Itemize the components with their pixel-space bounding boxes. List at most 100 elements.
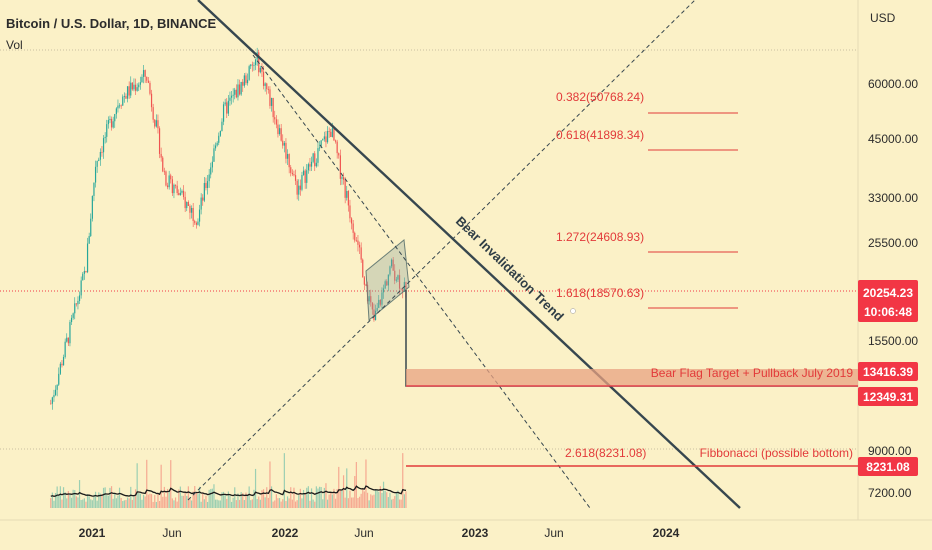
candle-body: [389, 266, 391, 275]
candle-body: [267, 89, 269, 90]
volume-bar: [205, 495, 207, 508]
volume-bar: [162, 496, 164, 508]
volume-bar: [131, 499, 133, 508]
volume-bar: [202, 492, 204, 508]
candle-body: [379, 299, 381, 305]
volume-bar: [310, 488, 313, 508]
volume-bar: [314, 501, 316, 508]
volume-bar: [318, 486, 321, 508]
volume-bar: [134, 489, 137, 508]
candle-body: [62, 356, 65, 366]
volume-bar: [70, 497, 73, 508]
volume-bar: [104, 487, 106, 508]
volume-bar: [349, 490, 351, 508]
candle-body: [104, 136, 106, 139]
volume-bar: [405, 491, 407, 508]
target-zone[interactable]: [406, 369, 858, 386]
volume-bar: [94, 491, 97, 508]
volume-bar: [109, 487, 111, 508]
volume-bar: [275, 494, 277, 508]
volume-bar: [58, 495, 60, 508]
volume-bar: [64, 492, 66, 508]
volume-bar: [83, 498, 85, 508]
candle-body: [392, 259, 394, 271]
volume-bar: [381, 492, 383, 508]
volume-bar: [376, 490, 378, 508]
candle-body: [350, 218, 353, 224]
chart-title[interactable]: Bitcoin / U.S. Dollar, 1D, BINANCE: [6, 16, 217, 31]
candle-body: [242, 81, 244, 86]
volume-bar: [235, 500, 237, 508]
volume-bar: [192, 491, 194, 508]
volume-bar: [306, 487, 308, 508]
volume-bar: [206, 501, 209, 508]
candle-body: [397, 275, 399, 280]
volume-bar: [117, 495, 119, 508]
candle-body: [162, 157, 164, 172]
volume-bar: [69, 494, 71, 508]
volume-bar: [157, 492, 159, 508]
candle-body: [50, 403, 52, 405]
dashed-resistance-diagonal[interactable]: [252, 54, 591, 509]
volume-bar: [242, 493, 244, 508]
candle-body: [85, 271, 87, 273]
volume-bar: [371, 495, 373, 508]
candle-body: [118, 105, 121, 107]
candle-body: [320, 140, 322, 148]
candle-body: [400, 288, 402, 290]
fib-label-1272: 1.272(24608.93): [556, 230, 644, 244]
volume-bar: [301, 498, 303, 508]
volume-bar: [290, 487, 292, 508]
volume-bar: [267, 497, 269, 508]
volume-bar: [261, 490, 263, 508]
fib-label-0382: 0.382(50768.24): [556, 90, 644, 104]
volume-bar: [362, 487, 364, 508]
candle-body: [291, 172, 293, 175]
volume-bar: [224, 494, 226, 508]
volume-bar: [189, 498, 191, 508]
candle-body: [157, 120, 159, 129]
candle-body: [110, 118, 113, 128]
x-tick: Jun: [162, 526, 181, 540]
volume-bar: [53, 500, 55, 508]
volume-bar: [152, 501, 154, 508]
candle-body: [278, 128, 281, 135]
volume-bar: [74, 490, 76, 508]
price-tag-zone-top: 13416.39: [858, 362, 918, 381]
volume-bar: [309, 500, 311, 508]
volume-bar: [222, 491, 225, 508]
candle-body: [344, 179, 346, 198]
candle-body: [365, 284, 367, 286]
price-tag-current-value: 20254.23: [863, 286, 913, 300]
candle-body: [109, 118, 111, 121]
volume-bar: [142, 494, 145, 508]
candle-body: [264, 83, 266, 86]
bear-invalidation-trendline[interactable]: [197, 0, 741, 509]
candle-body: [250, 64, 252, 67]
candle-body: [341, 177, 343, 179]
candle-body: [224, 102, 226, 105]
volume-bar: [397, 490, 399, 508]
volume-bar: [285, 501, 287, 508]
svg-text:8231.08: 8231.08: [866, 460, 910, 474]
candle-body: [270, 97, 273, 106]
candle-body: [333, 128, 335, 141]
candle-body: [54, 389, 57, 396]
candle-body: [246, 79, 249, 84]
volume-bar: [368, 500, 370, 508]
volume-bar: [227, 491, 229, 508]
volume-bar: [85, 501, 87, 508]
volume-bar: [238, 499, 241, 508]
volume-bar: [253, 489, 255, 508]
volume-label[interactable]: Vol: [6, 38, 23, 52]
volume-bar: [181, 495, 183, 508]
bear-flag-channel[interactable]: [365, 239, 410, 322]
volume-bar: [312, 499, 314, 508]
fib-lines: [648, 112, 738, 309]
candle-body: [237, 84, 239, 98]
candle-body: [282, 140, 284, 146]
candle-body: [186, 201, 188, 209]
candle-body: [317, 148, 319, 163]
volume-bar: [86, 494, 89, 508]
